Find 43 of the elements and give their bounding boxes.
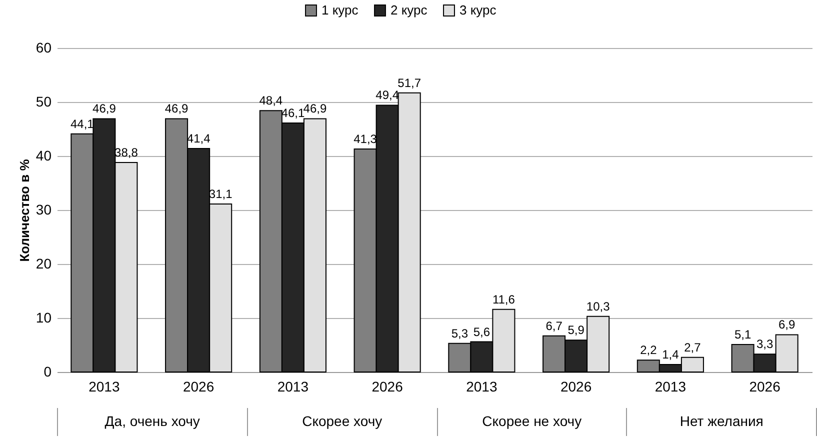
data-label: 5,9 (568, 323, 585, 338)
text: Да, очень хочу (57, 408, 247, 436)
x-tick-label: 2026 (749, 378, 781, 394)
y-tick-label: 50 (36, 94, 52, 110)
data-label: 6,7 (546, 318, 563, 333)
data-label: 38,8 (114, 145, 138, 160)
data-label: 3,3 (756, 337, 774, 352)
data-label: 5,1 (734, 327, 752, 342)
y-tick-label: 40 (36, 148, 52, 164)
data-label: 2,2 (640, 343, 658, 358)
data-label: 10,3 (586, 299, 610, 314)
x-tick-label: 2026 (560, 378, 592, 394)
y-tick-label: 10 (36, 310, 52, 326)
x-tick-label: 2013 (277, 378, 309, 394)
x-tick-label: 2013 (654, 378, 686, 394)
legend-label: 3 курс (460, 2, 497, 18)
data-label: 11,6 (492, 292, 516, 306)
legend-label: 2 курс (390, 2, 428, 18)
y-tick-label: 30 (36, 202, 52, 218)
x-tick-label: 2013 (88, 378, 120, 394)
x-tick-label: 2026 (182, 378, 214, 394)
data-label: 46,9 (303, 102, 327, 116)
data-label: 5,3 (451, 326, 468, 340)
x-tick-label: 2013 (466, 378, 498, 394)
data-label: 46,9 (164, 102, 189, 116)
data-label: 46,9 (92, 102, 116, 116)
data-label: 1,4 (662, 347, 680, 362)
data-label: 48,4 (259, 94, 283, 108)
y-tick-label: 20 (36, 256, 52, 272)
text: Нет желания (626, 408, 817, 436)
data-label: 41,3 (354, 132, 378, 146)
text: Скорее не хочу (436, 408, 626, 436)
y-axis-title: Количество в % (16, 158, 32, 262)
legend-label: 1 курс (322, 2, 359, 18)
data-label: 2,7 (684, 340, 702, 354)
data-label: 6,9 (778, 318, 796, 332)
y-tick-label: 60 (36, 40, 52, 56)
data-label: 51,7 (398, 76, 422, 90)
text: Скорее хочу (246, 408, 436, 436)
data-label: 5,6 (473, 324, 490, 339)
y-tick-label: 0 (44, 364, 52, 380)
data-label: 31,1 (208, 187, 233, 202)
x-tick-label: 2026 (372, 378, 404, 394)
